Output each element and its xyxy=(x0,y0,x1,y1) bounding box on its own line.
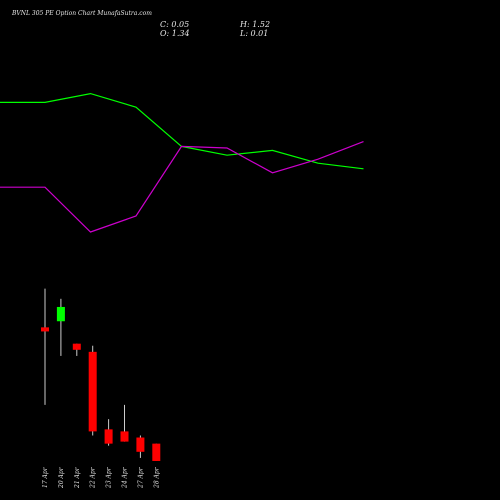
open-value: O: 1.34 xyxy=(160,29,190,38)
indicator-line-magenta xyxy=(0,141,364,233)
candle-body xyxy=(136,437,145,452)
x-tick-label: 21 Apr xyxy=(74,466,81,489)
candle-body xyxy=(120,431,129,442)
low-value: L: 0.01 xyxy=(240,29,269,38)
x-tick-label: 20 Apr xyxy=(58,466,65,489)
candle-body xyxy=(152,443,161,461)
x-tick-label: 27 Apr xyxy=(137,466,144,489)
chart-title: BVNL 305 PE Option Chart MunafaSutra.com xyxy=(12,10,152,17)
x-tick-label: 23 Apr xyxy=(106,466,113,489)
x-tick-label: 17 Apr xyxy=(42,466,49,488)
candle-body xyxy=(104,429,113,444)
candle-body xyxy=(88,351,97,432)
x-tick-label: 28 Apr xyxy=(153,466,160,489)
x-tick-label: 22 Apr xyxy=(90,466,97,489)
candle-body xyxy=(41,327,49,332)
indicator-line-green xyxy=(0,92,364,170)
candle-body xyxy=(56,306,65,322)
high-value: H: 1.52 xyxy=(240,20,271,29)
x-tick-label: 24 Apr xyxy=(122,466,129,489)
close-value: C: 0.05 xyxy=(160,20,190,29)
candle-body xyxy=(72,343,81,350)
